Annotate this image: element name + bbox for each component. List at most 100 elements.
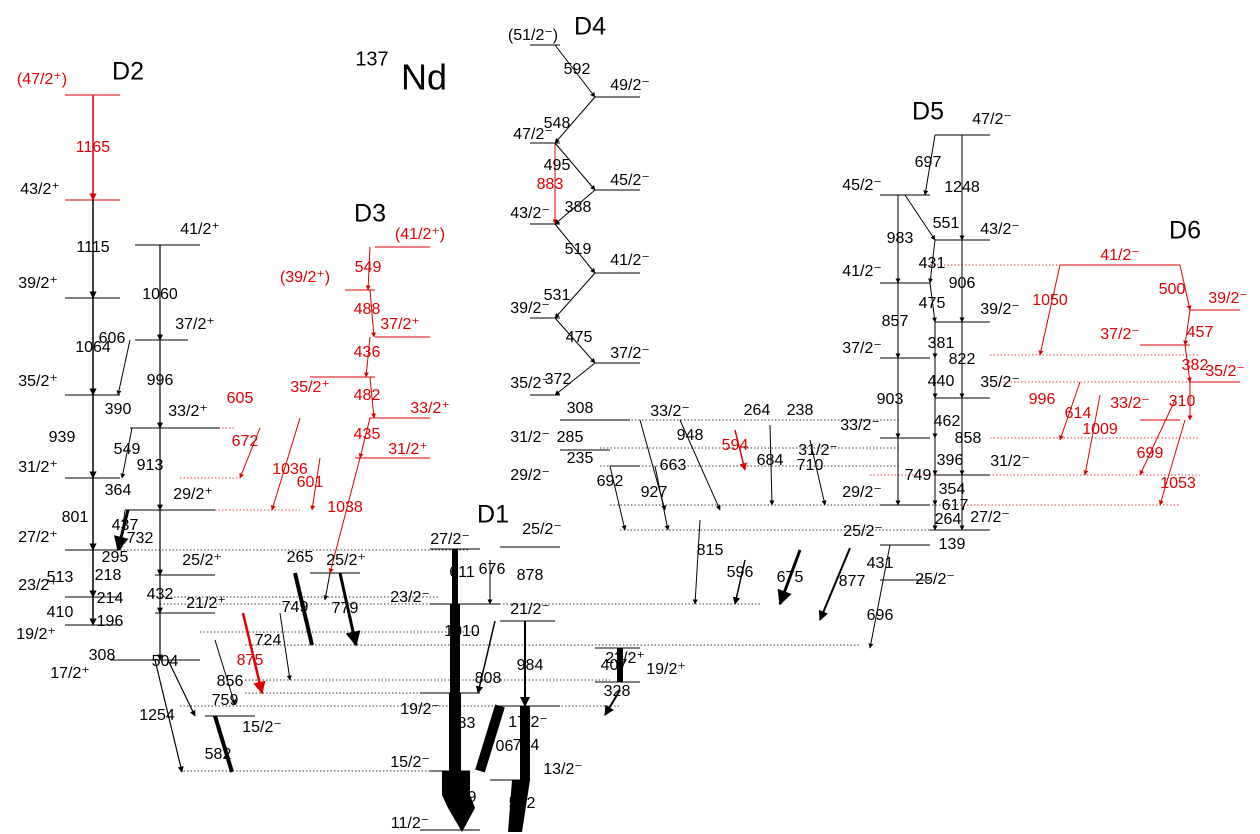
spin-label: 27/2⁻ — [970, 509, 1010, 526]
spin-label: 31/2⁻ — [798, 442, 838, 459]
band-label: D6 — [1169, 217, 1201, 245]
energy-label: 1248 — [944, 179, 980, 196]
energy-label: 495 — [544, 157, 571, 174]
energy-label: 724 — [255, 632, 282, 649]
energy-label: 996 — [147, 372, 174, 389]
transition-arrow — [769, 424, 775, 506]
energy-label: 264 — [935, 511, 962, 528]
energy-label: 684 — [757, 452, 784, 469]
energy-label: 549 — [114, 441, 141, 458]
transition-arrow — [369, 376, 377, 419]
energy-label: 482 — [354, 387, 381, 404]
spin-label: 31/2⁺ — [388, 441, 428, 458]
energy-label: 582 — [205, 746, 232, 763]
energy-label: 475 — [919, 295, 946, 312]
transition-arrow — [554, 362, 596, 396]
energy-label: 548 — [544, 115, 571, 132]
spin-label: 41/2⁻ — [610, 252, 650, 269]
energy-label: 984 — [517, 657, 544, 674]
spin-label: (51/2⁻) — [508, 27, 558, 44]
transition-arrow — [293, 572, 314, 646]
transition-arrow — [279, 612, 292, 681]
spin-label: 29/2⁺ — [173, 486, 213, 503]
band-label: D4 — [574, 13, 606, 41]
energy-label: 551 — [933, 215, 960, 232]
energy-label: 381 — [928, 335, 955, 352]
energy-label: 822 — [949, 351, 976, 368]
energy-label: 794 — [513, 737, 540, 754]
energy-label: 436 — [354, 344, 381, 361]
energy-label: 265 — [287, 549, 314, 566]
transition-arrow — [679, 419, 721, 511]
energy-label: 519 — [565, 241, 592, 258]
energy-label: 699 — [1137, 445, 1164, 462]
transition-arrow — [868, 544, 891, 649]
transition-arrow — [818, 547, 851, 621]
energy-label: 883 — [537, 176, 564, 193]
spin-label: 33/2⁺ — [168, 403, 208, 420]
spin-label: 37/2⁻ — [842, 340, 882, 357]
energy-label: 815 — [697, 542, 724, 559]
transition-arrow — [554, 223, 596, 274]
energy-label: 431 — [919, 255, 946, 272]
spin-label: 43/2⁺ — [20, 181, 60, 198]
transition-arrow — [167, 659, 196, 717]
energy-label: 606 — [99, 330, 126, 347]
transition-arrow — [358, 417, 371, 459]
spin-label: 21/2⁻ — [510, 601, 550, 618]
energy-label: 696 — [867, 607, 894, 624]
energy-label: 549 — [355, 259, 382, 276]
spin-label: 23/2⁺ — [605, 650, 645, 667]
energy-label: 310 — [1169, 393, 1196, 410]
spin-label: 27/2⁻ — [430, 531, 470, 548]
energy-label: 432 — [147, 586, 174, 603]
spin-label: 41/2⁺ — [180, 221, 220, 238]
transition-arrow — [554, 189, 596, 225]
energy-label: 903 — [877, 391, 904, 408]
energy-label: 382 — [1182, 357, 1209, 374]
energy-label: 939 — [49, 429, 76, 446]
energy-label: 1060 — [142, 286, 178, 303]
energy-label: 592 — [564, 61, 591, 78]
spin-label: 19/2⁻ — [400, 701, 440, 718]
mass-number: 137 — [355, 48, 388, 70]
spin-label: 31/2⁻ — [510, 429, 550, 446]
transition-arrow — [310, 457, 321, 511]
energy-label: 927 — [641, 484, 668, 501]
energy-label: 692 — [597, 473, 624, 490]
band-label: D1 — [477, 501, 509, 529]
energy-label: 475 — [566, 329, 593, 346]
transition-arrow — [928, 239, 936, 284]
spin-label: 27/2⁺ — [18, 529, 58, 546]
energy-label: 732 — [127, 530, 154, 547]
energy-label: 328 — [604, 683, 631, 700]
energy-label: 196 — [97, 613, 124, 630]
spin-label: 25/2⁻ — [522, 521, 562, 538]
spin-label: 41/2⁻ — [842, 263, 882, 280]
spin-label: 45/2⁻ — [842, 177, 882, 194]
transition-arrow — [554, 272, 596, 319]
energy-label: 308 — [567, 400, 594, 417]
transition-arrow — [120, 427, 133, 479]
spin-label: 47/2⁻ — [513, 126, 553, 143]
spin-label: (47/2⁺) — [17, 71, 67, 88]
energy-label: 808 — [475, 670, 502, 687]
spin-label: 35/2⁺ — [290, 379, 330, 396]
energy-label: 431 — [867, 555, 894, 572]
energy-label: 706 — [487, 738, 514, 755]
energy-label: 1115 — [76, 239, 109, 256]
spin-label: 43/2⁻ — [510, 205, 550, 222]
spin-label: (41/2⁺) — [395, 226, 445, 243]
energy-label: 996 — [1029, 391, 1056, 408]
energy-label: 238 — [787, 402, 814, 419]
transition-arrow — [1059, 381, 1081, 441]
energy-label: 697 — [915, 154, 942, 171]
spin-label: 35/2⁺ — [18, 373, 58, 390]
transition-arrow — [1038, 264, 1061, 356]
spin-label: 39/2⁻ — [980, 301, 1020, 318]
energy-label: 878 — [517, 567, 544, 584]
energy-label: 676 — [479, 561, 506, 578]
energy-label: 235 — [567, 450, 594, 467]
energy-label: 437 — [112, 517, 139, 534]
